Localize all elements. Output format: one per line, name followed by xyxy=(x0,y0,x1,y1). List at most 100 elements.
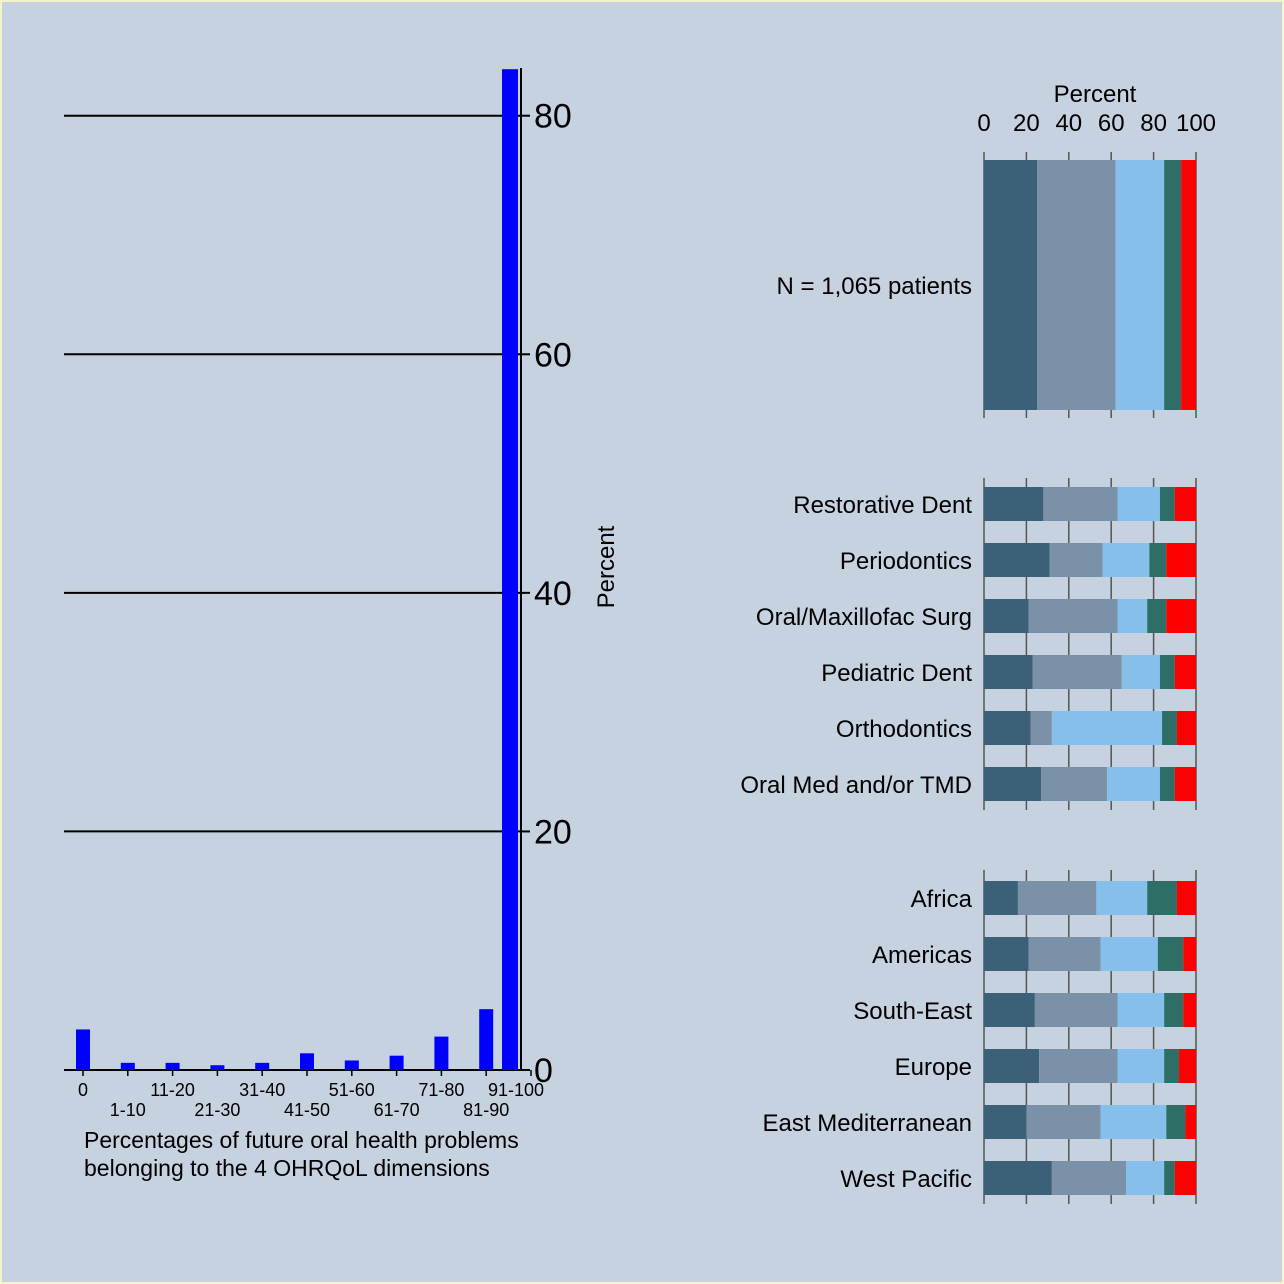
stacked-segment xyxy=(1176,711,1196,745)
stacked-segment xyxy=(984,655,1033,689)
stacked-segment xyxy=(1159,767,1175,801)
histogram-bar xyxy=(165,1062,180,1070)
stacked-segment xyxy=(984,993,1035,1027)
stacked-segment xyxy=(984,1049,1040,1083)
y-tick-label: 0 xyxy=(534,1052,553,1090)
stacked-segment xyxy=(1034,993,1118,1027)
histogram-bar xyxy=(344,1060,359,1070)
stacked-segment xyxy=(1147,881,1177,915)
stacked-segment xyxy=(1174,655,1196,689)
stacked-segment xyxy=(1043,487,1118,521)
stacked-segment xyxy=(1028,599,1118,633)
stacked-segment xyxy=(984,937,1029,971)
stacked-bar-chart: Percent 0 20 40 60 80 100 N = 1,065 patients Res… xyxy=(740,81,1216,1204)
stacked-segment xyxy=(984,487,1044,521)
category-label: Oral/Maxillofac Surg xyxy=(756,604,972,631)
category-label: Europe xyxy=(895,1054,972,1081)
stacked-segment xyxy=(984,599,1029,633)
stacked-segment xyxy=(1157,937,1184,971)
x-tick-label: 60 xyxy=(1098,110,1125,137)
histogram-bar xyxy=(255,1062,270,1070)
x-tick-label: 61-70 xyxy=(374,1100,420,1120)
histogram-bar xyxy=(120,1062,135,1070)
stacked-segment xyxy=(984,543,1050,577)
stacked-segment xyxy=(1174,767,1196,801)
stacked-segment xyxy=(1164,160,1182,410)
x-tick-label: 41-50 xyxy=(284,1100,330,1120)
histogram-bar xyxy=(502,69,518,1070)
x-tick-label: 91-100 xyxy=(488,1080,544,1100)
x-axis-title: Percent xyxy=(1054,81,1137,108)
stacked-segment xyxy=(1106,767,1160,801)
stacked-segment xyxy=(984,160,1037,410)
stacked-segment xyxy=(984,767,1042,801)
stacked-segment xyxy=(1117,993,1165,1027)
stacked-segment xyxy=(1049,543,1103,577)
x-axis-title: belonging to the 4 OHRQoL dimensions xyxy=(84,1155,490,1181)
stacked-segment xyxy=(1185,1105,1196,1139)
stacked-segment xyxy=(1096,881,1148,915)
stacked-segment xyxy=(1183,993,1196,1027)
stacked-segment xyxy=(1115,160,1165,410)
x-tick-label: 51-60 xyxy=(329,1080,375,1100)
histogram-chart: 0 20 40 60 80 0 1-1011-2021-3031-4041-5051-606… xyxy=(64,68,620,1181)
category-label: Africa xyxy=(911,886,973,913)
histogram-bar xyxy=(300,1053,314,1070)
stacked-segment xyxy=(1174,487,1196,521)
x-tick-label: 1-10 xyxy=(110,1100,146,1120)
stacked-segment xyxy=(1164,1049,1180,1083)
stacked-segment xyxy=(1166,599,1196,633)
histogram-bar xyxy=(76,1029,90,1070)
stacked-segment xyxy=(984,1161,1052,1195)
x-tick-label: 31-40 xyxy=(239,1080,285,1100)
stacked-segment xyxy=(1147,599,1167,633)
stacked-segment xyxy=(1149,543,1167,577)
stacked-segment xyxy=(1051,1161,1127,1195)
stacked-segment xyxy=(1100,1105,1167,1139)
stacked-segment xyxy=(1117,487,1160,521)
histogram-bar xyxy=(479,1009,494,1070)
category-label: Americas xyxy=(872,942,972,969)
stacked-segment xyxy=(1181,160,1196,410)
y-tick-label: 60 xyxy=(534,336,572,374)
category-label: Oral Med and/or TMD xyxy=(740,772,972,799)
category-label: East Mediterranean xyxy=(763,1110,972,1137)
stacked-segment xyxy=(1117,1049,1165,1083)
stacked-segment xyxy=(1041,767,1107,801)
x-tick-label: 81-90 xyxy=(463,1100,509,1120)
stacked-segment xyxy=(1028,937,1101,971)
stacked-segment xyxy=(1176,881,1196,915)
stacked-segment xyxy=(1051,711,1163,745)
category-label: Pediatric Dent xyxy=(821,660,972,687)
stacked-segment xyxy=(1159,487,1175,521)
x-tick-label: 0 xyxy=(78,1080,88,1100)
stacked-segment xyxy=(1162,711,1177,745)
stacked-segment xyxy=(1117,599,1148,633)
stacked-segment xyxy=(1039,1049,1118,1083)
stacked-segment xyxy=(1179,1049,1196,1083)
histogram-bar xyxy=(389,1055,404,1070)
x-tick-label: 0 xyxy=(977,110,990,137)
category-label: West Pacific xyxy=(840,1166,972,1193)
stacked-segment xyxy=(1032,655,1122,689)
x-tick-label: 80 xyxy=(1140,110,1167,137)
stacked-segment xyxy=(1017,881,1097,915)
y-tick-label: 20 xyxy=(534,813,572,851)
stacked-segment xyxy=(984,1105,1027,1139)
stacked-segment xyxy=(1164,993,1184,1027)
category-label: Periodontics xyxy=(840,548,972,575)
category-label: Orthodontics xyxy=(836,716,972,743)
category-label: N = 1,065 patients xyxy=(777,273,972,300)
stacked-segment xyxy=(1100,937,1158,971)
x-axis-title: Percentages of future oral health proble… xyxy=(84,1127,519,1153)
y-axis-title: Percent xyxy=(593,525,620,608)
x-tick-label: 21-30 xyxy=(194,1100,240,1120)
stacked-segment xyxy=(1030,711,1052,745)
stacked-segment xyxy=(1102,543,1150,577)
stacked-segment xyxy=(1159,655,1175,689)
stacked-segment xyxy=(984,881,1018,915)
x-tick-label: 100 xyxy=(1176,110,1216,137)
stacked-segment xyxy=(1183,937,1196,971)
